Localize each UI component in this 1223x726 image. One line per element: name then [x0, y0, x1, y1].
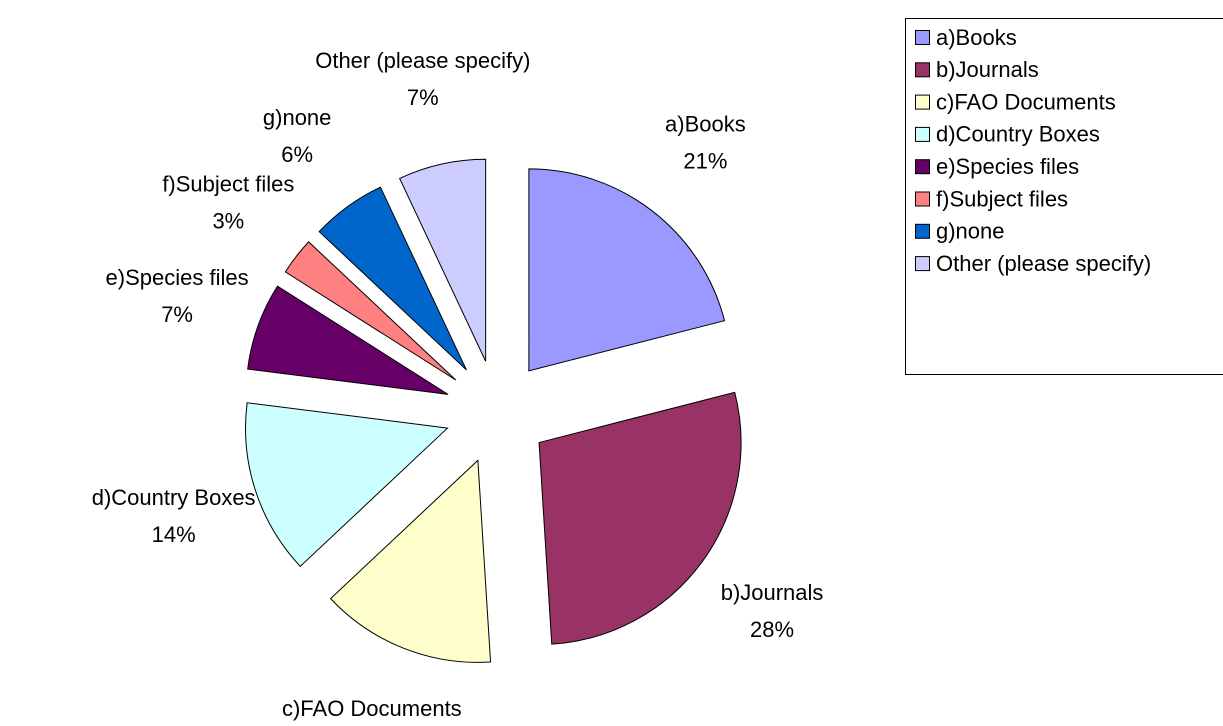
label-value: 3% — [212, 208, 244, 233]
data-label: Other (please specify) 7% — [315, 48, 530, 110]
pie-slice — [284, 241, 457, 381]
legend-label: e)Species files — [936, 154, 1079, 179]
data-label: f)Subject files 3% — [162, 171, 294, 233]
legend-box — [905, 18, 1223, 375]
data-label: c)FAO Documents14% — [282, 696, 462, 726]
legend-swatch — [915, 62, 930, 78]
label-value: 6% — [281, 142, 313, 167]
data-label: g)none 6% — [263, 105, 332, 167]
pie-slice — [398, 158, 487, 362]
legend-label: c)FAO Documents — [936, 89, 1116, 114]
label-name: Other (please specify) — [315, 48, 530, 73]
legend-label: d)Country Boxes — [936, 122, 1100, 147]
label-name: e)Species files — [106, 265, 249, 290]
label-value: 21% — [683, 148, 727, 173]
legend-swatch — [915, 30, 930, 45]
label-name: b)Journals — [721, 580, 824, 605]
legend-swatch — [915, 256, 930, 272]
label-value: 7% — [407, 85, 439, 110]
legend-swatch — [915, 159, 930, 175]
legend-swatch — [915, 126, 930, 142]
label-value: 7% — [161, 302, 193, 327]
pie-slice — [247, 285, 449, 395]
label-name: a)Books — [665, 111, 746, 136]
label-name: g)none — [263, 105, 332, 130]
label-value: 28% — [750, 617, 794, 642]
data-label: e)Species files 7% — [106, 265, 249, 327]
pie-slice — [245, 402, 449, 568]
data-label: a)Books 21% — [665, 111, 746, 173]
pie-slice — [528, 168, 726, 372]
legend-label: a)Books — [936, 25, 1017, 50]
pie-slice — [538, 391, 742, 645]
pie-slice — [318, 186, 467, 371]
legend-swatch — [915, 191, 930, 207]
label-name: f)Subject files — [162, 171, 294, 196]
legend-label: f)Subject files — [936, 186, 1068, 211]
legend-swatch — [915, 94, 930, 110]
legend-label: b)Journals — [936, 57, 1039, 82]
label-value: 14% — [152, 522, 196, 547]
legend-label: Other (please specify) — [936, 251, 1151, 276]
data-label: b)Journals 28% — [721, 580, 824, 642]
data-label: d)Country Boxes 14% — [92, 485, 256, 547]
legend-label: g)none — [936, 219, 1005, 244]
label-name: c)FAO Documents — [282, 696, 462, 721]
legend-swatch — [915, 223, 930, 239]
label-name: d)Country Boxes — [92, 485, 256, 510]
pie-slice — [329, 459, 492, 663]
